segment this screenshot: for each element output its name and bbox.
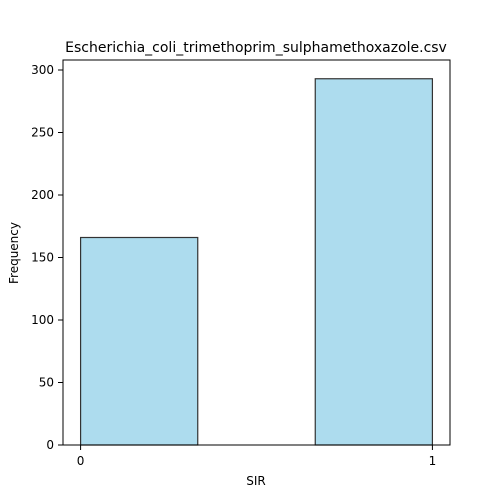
y-axis-ticks: 0 50 100 150 200 250 300: [31, 63, 63, 452]
y-tick-label-3: 150: [31, 251, 54, 265]
y-tick-label-0: 0: [46, 438, 54, 452]
y-axis-label: Frequency: [7, 222, 21, 284]
y-tick-label-6: 300: [31, 63, 54, 77]
y-tick-label-1: 50: [39, 376, 54, 390]
y-tick-label-5: 250: [31, 126, 54, 140]
plot-frame: [62, 59, 451, 446]
x-tick-label-0: 0: [77, 454, 85, 468]
histogram-bar-1: [314, 78, 434, 446]
bars-group: [79, 78, 434, 446]
chart-title: Escherichia_coli_trimethoprim_sulphameth…: [65, 40, 447, 56]
x-tick-label-1: 1: [429, 454, 437, 468]
y-tick-label-2: 100: [31, 313, 54, 327]
x-axis-label: SIR: [246, 474, 266, 488]
y-tick-label-4: 200: [31, 188, 54, 202]
histogram-bar-0: [79, 236, 199, 446]
